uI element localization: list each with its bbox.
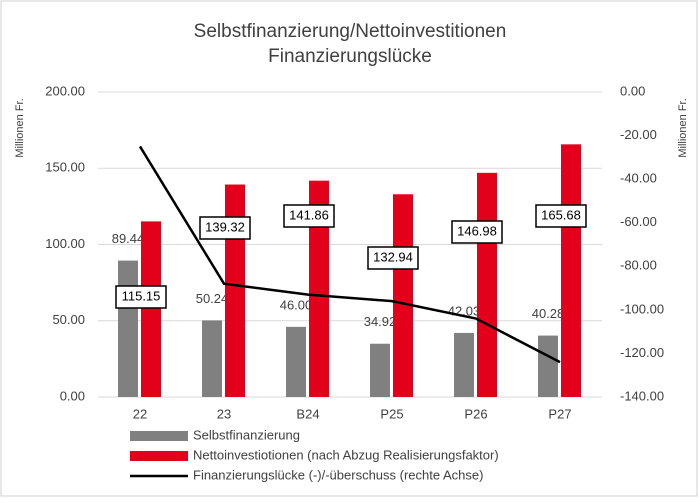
data-label: 89.44 [112,231,145,246]
data-label: 40.28 [532,306,565,321]
x-tick-label: B24 [296,406,319,421]
y-tick-label: 100.00 [45,236,85,251]
legend-label: Selbstfinanzierung [193,427,300,442]
data-label-box [283,204,335,228]
bar [477,172,497,397]
legend-swatch [130,451,188,461]
bar [454,332,474,397]
data-label: 115.15 [122,288,161,303]
bar [141,221,161,397]
bar [538,335,558,397]
x-tick-label: P25 [380,406,403,421]
data-label: 146.98 [457,223,497,238]
data-label-box [535,204,587,228]
x-tick-label: P27 [548,406,571,421]
data-label-box [451,220,503,244]
data-label-box [367,246,419,270]
y2-tick-label: -40.00 [620,171,657,186]
bar [286,326,306,397]
bar [561,144,581,397]
data-label: 139.32 [205,219,245,234]
legend-label: Finanzierungslücke (-)/-überschuss (rech… [193,467,483,482]
data-label: 132.94 [373,249,413,264]
y-tick-label: 150.00 [45,160,85,175]
bar [393,194,413,397]
y-tick-label: 50.00 [52,312,85,327]
y-axis-title: Millionen Fr. [14,98,26,157]
y2-tick-label: -60.00 [620,214,657,229]
data-label: 34.92 [364,314,397,329]
data-label: 165.68 [541,207,581,222]
legend-swatch [130,431,188,441]
x-tick-label: P26 [464,406,487,421]
data-label-box [199,216,251,240]
y2-tick-label: -20.00 [620,127,657,142]
bar [202,320,222,397]
bar [118,260,138,397]
bar [370,343,390,397]
y2-tick-label: -140.00 [620,388,664,403]
y2-tick-label: -120.00 [620,345,664,360]
data-label: 46.00 [280,297,313,312]
y-tick-label: 200.00 [45,83,85,98]
data-label: 141.86 [289,207,329,222]
legend-label: Nettoinvestiotionen (nach Abzug Realisie… [193,447,499,462]
y2-tick-label: -100.00 [620,301,664,316]
y-tick-label: 0.00 [60,388,85,403]
line [138,145,561,364]
y2-axis-title: Millionen Fr. [677,98,689,157]
y2-tick-label: -80.00 [620,258,657,273]
x-tick-label: 22 [133,406,147,421]
x-tick-label: 23 [217,406,231,421]
bar [309,180,329,397]
data-label: 50.24 [196,291,229,306]
chart-title: Selbstfinanzierung/Nettoinvestitionen [194,21,507,42]
chart-title: Finanzierungslücke [268,46,432,67]
data-label-box [115,285,167,309]
y2-tick-label: 0.00 [620,83,645,98]
